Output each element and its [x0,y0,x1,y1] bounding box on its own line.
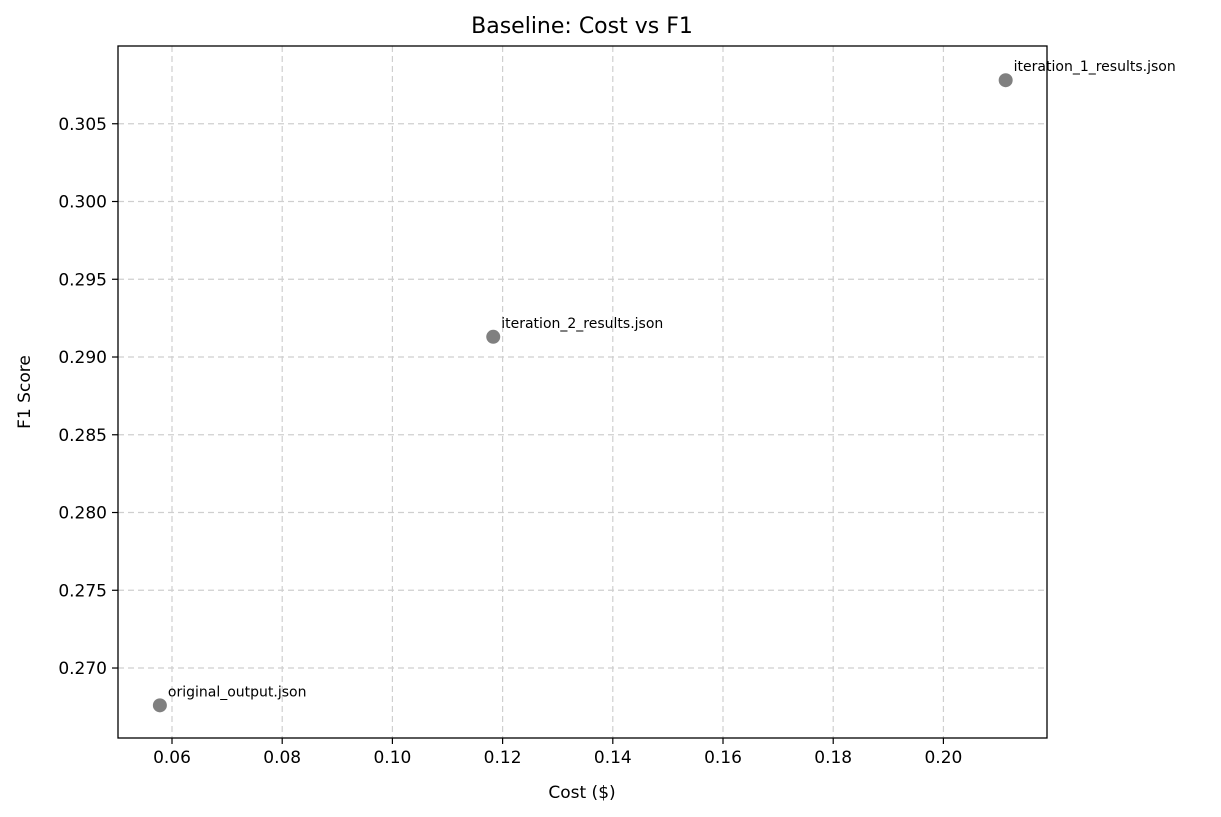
y-tick-label: 0.275 [58,581,107,601]
chart-title: Baseline: Cost vs F1 [471,14,693,39]
x-tick-label: 0.18 [814,748,852,768]
y-axis-label: F1 Score [15,355,35,429]
y-tick-label: 0.285 [58,426,107,446]
grid [118,46,1047,738]
x-axis: 0.06 0.08 0.10 0.12 0.14 0.16 0.18 0.20 [153,738,962,768]
y-tick-label: 0.295 [58,270,107,290]
data-point [486,329,501,344]
x-tick-label: 0.08 [263,748,301,768]
data-point-label: original_output.json [168,684,307,700]
x-tick-label: 0.16 [704,748,742,768]
x-tick-label: 0.10 [373,748,411,768]
y-tick-label: 0.270 [58,659,107,679]
y-tick-label: 0.280 [58,504,107,524]
plot-frame [117,45,1048,739]
x-axis-label: Cost ($) [548,783,615,803]
x-tick-label: 0.14 [594,748,632,768]
y-tick-label: 0.300 [58,193,107,213]
data-point-label: iteration_2_results.json [501,316,663,332]
data-point [998,73,1013,88]
x-tick-label: 0.06 [153,748,191,768]
y-tick-label: 0.290 [58,348,107,368]
y-axis: 0.270 0.275 0.280 0.285 0.290 0.295 0.300 0.305 [58,115,118,679]
x-tick-label: 0.12 [484,748,522,768]
data-point [152,698,167,713]
data-point-label: iteration_1_results.json [1014,59,1176,75]
y-tick-label: 0.305 [58,115,107,135]
x-tick-label: 0.20 [924,748,962,768]
data-points [152,73,1013,713]
point-labels: original_output.json iteration_2_results.… [168,59,1176,700]
